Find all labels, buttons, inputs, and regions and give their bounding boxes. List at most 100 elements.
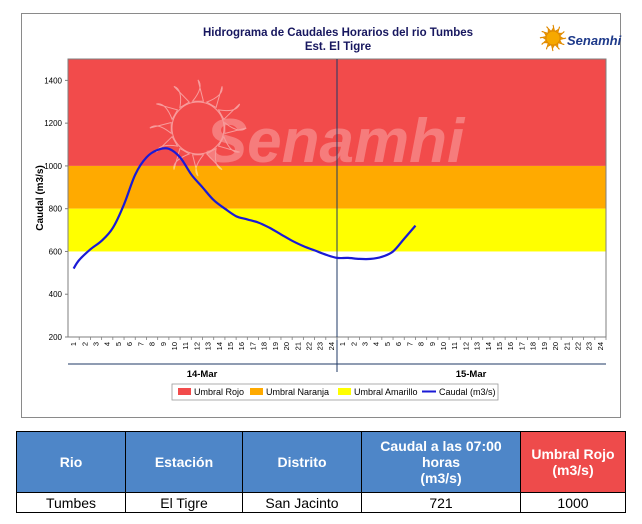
x-tick-label: 5 [114,342,123,346]
sun-ray [224,121,247,135]
legend-label-naranja: Umbral Naranja [266,387,329,397]
day-label-14-mar: 14-Mar [187,369,218,380]
sun-ray [217,135,240,153]
y-tick-label: 600 [49,247,63,256]
legend-swatch-rojo [178,388,191,395]
x-tick-label: 4 [103,342,112,346]
table-row: Tumbes El Tigre San Jacinto 721 1000 [16,492,626,513]
sun-ray [550,24,556,32]
x-tick-label: 16 [237,342,246,350]
legend-swatch-amarillo [338,388,351,395]
x-tick-label: 10 [170,342,179,350]
header-umbral-units: (m3/s) [552,462,594,478]
sun-ray [173,147,191,170]
x-tick-label: 17 [248,342,257,350]
x-tick-label: 21 [562,342,571,350]
sun-core [545,30,561,46]
sun-ray [205,86,223,109]
cell-caudal: 721 [361,492,521,513]
x-tick-label: 24 [327,342,336,350]
sun-core [171,101,225,155]
senamhi-logo: Senamhi [539,24,622,52]
x-tick-label: 14 [484,342,493,350]
header-caudal: Caudal a las 07:00 horas (m3/s) [361,431,521,493]
header-umbral-rojo: Umbral Rojo (m3/s) [520,431,626,493]
station-table: Rio Estación Distrito Caudal a las 07:00… [16,431,626,513]
sun-ray [539,35,547,41]
cell-rio: Tumbes [16,492,126,513]
x-tick-label: 21 [293,342,302,350]
x-tick-label: 12 [461,342,470,350]
x-tick-label: 18 [529,342,538,350]
header-caudal-units: (m3/s) [420,470,462,486]
sun-ray [191,154,205,177]
x-tick-label: 13 [473,342,482,350]
sun-ray [545,42,552,50]
x-tick-label: 1 [69,342,78,346]
x-tick-label: 23 [585,342,594,350]
sun-ray [554,26,561,34]
sun-ray [149,121,172,135]
x-tick-label: 5 [383,342,392,346]
x-tick-label: 4 [372,342,381,346]
x-tick-label: 2 [80,342,89,346]
x-tick-label: 18 [260,342,269,350]
x-tick-label: 3 [92,342,101,346]
sun-icon [539,24,567,52]
sun-ray [205,147,223,171]
cell-estacion: El Tigre [125,492,243,513]
logo-text: Senamhi [567,33,622,48]
chart-title: Hidrograma de Caudales Horarios del rio … [203,27,473,39]
x-tick-label: 3 [361,342,370,346]
header-distrito: Distrito [242,431,362,493]
x-tick-label: 7 [405,342,414,346]
sun-ray [155,135,179,153]
sun-ray [546,26,552,34]
sun-ray [217,103,241,121]
senamhi-watermark: Senamhi [149,79,466,177]
x-tick-label: 6 [394,342,403,346]
y-tick-label: 1400 [44,76,62,85]
x-tick-label: 7 [136,342,145,346]
x-tick-label: 20 [282,342,291,350]
legend-swatch-naranja [250,388,263,395]
chart-subtitle: Est. El Tigre [305,41,371,53]
cell-distrito: San Jacinto [242,492,362,513]
x-tick-label: 14 [215,342,224,350]
cell-umbral: 1000 [520,492,626,513]
x-tick-label: 2 [349,342,358,346]
x-tick-label: 1 [338,342,347,346]
sun-ray [156,103,179,121]
chart-legend: Umbral Rojo Umbral Naranja Umbral Amaril… [171,383,499,401]
x-tick-label: 6 [125,342,134,346]
sun-ray [559,35,567,41]
sun-ray [554,42,560,50]
legend-label-amarillo: Umbral Amarillo [354,387,418,397]
legend-label-caudal: Caudal (m3/s) [439,387,496,397]
y-tick-label: 400 [49,290,63,299]
sun-ray [550,44,556,52]
sun-ray [557,31,565,37]
sun-ray [541,39,549,45]
y-tick-label: 800 [49,205,63,214]
sun-ray [191,79,205,102]
x-tick-label: 20 [551,342,560,350]
x-tick-label: 9 [159,342,168,346]
y-axis-label: Caudal (m3/s) [35,165,46,231]
sun-ray [541,30,549,37]
watermark-text: Senamhi [206,107,466,176]
sun-ray [557,39,565,46]
x-tick-label: 11 [450,342,459,350]
x-tick-label: 8 [148,342,157,346]
legend-label-rojo: Umbral Rojo [194,387,244,397]
header-rio: Rio [16,431,126,493]
sun-ray [173,85,191,109]
sun-icon [149,79,247,177]
x-tick-label: 17 [517,342,526,350]
header-umbral-label: Umbral Rojo [531,446,615,462]
x-tick-label: 24 [596,342,605,350]
header-caudal-label: Caudal a las 07:00 horas [380,438,502,470]
x-tick-label: 8 [417,342,426,346]
x-tick-label: 13 [204,342,213,350]
y-tick-label: 200 [49,333,63,342]
